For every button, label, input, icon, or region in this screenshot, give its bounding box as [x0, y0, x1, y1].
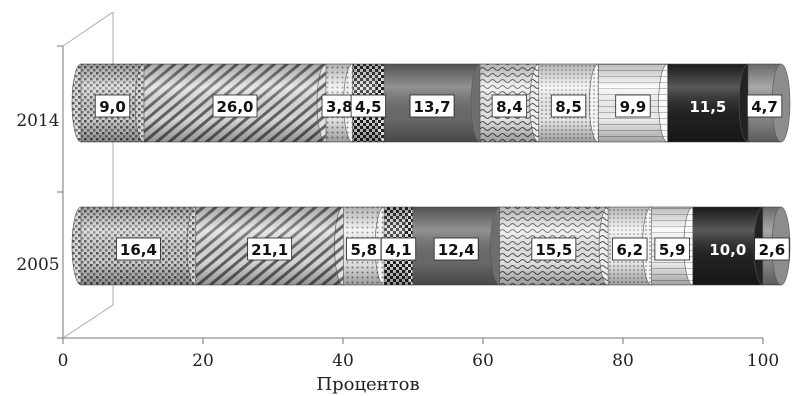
data-label: 8,4: [496, 98, 523, 116]
data-label-background: [754, 237, 790, 261]
data-label-background: [94, 94, 131, 118]
depth-top: [62, 11, 114, 47]
x-tick-label: 80: [612, 351, 634, 371]
data-label-background: [433, 237, 479, 261]
x-tick-label: 0: [58, 351, 69, 371]
bar-segment-shading: [692, 207, 763, 285]
data-label-background: [116, 237, 161, 261]
data-label: 16,4: [120, 241, 157, 259]
data-label-background: [612, 237, 648, 261]
category-label-2014: 2014: [16, 111, 59, 131]
data-label: 10,0: [709, 241, 746, 259]
data-label: 21,1: [251, 241, 288, 259]
depth-bottom: [62, 304, 114, 339]
data-label: 26,0: [216, 98, 253, 116]
data-label: 4,5: [355, 98, 382, 116]
data-label-background: [380, 237, 417, 261]
data-label-background: [531, 237, 577, 261]
data-label-background: [409, 94, 455, 118]
x-axis-title: Процентов: [316, 374, 419, 395]
bar-segment-shading: [667, 64, 749, 142]
data-label: 11,5: [689, 98, 726, 116]
x-tick-label: 40: [332, 351, 354, 371]
data-label: 4,7: [751, 98, 778, 116]
data-label-background: [212, 94, 258, 118]
data-label: 4,1: [385, 241, 412, 259]
data-labels-layer: 16,4 21,1 5,8 4,1 12,4 15,5 6,2 5,9 10,0 2,6 9,0 26…: [94, 94, 790, 261]
category-label-2005: 2005: [16, 255, 59, 275]
data-label-background: [615, 94, 651, 118]
data-label-background: [247, 237, 293, 261]
data-label: 5,9: [659, 241, 686, 259]
x-tick-label: 100: [747, 351, 779, 371]
data-label: 5,8: [351, 241, 378, 259]
data-label: 15,5: [535, 241, 572, 259]
data-label: 3,8: [326, 98, 353, 116]
data-label: 8,5: [555, 98, 582, 116]
x-axis-ticks: 0 20 40 60 80 100: [58, 338, 779, 371]
data-label: 2,6: [759, 241, 786, 259]
data-label: 6,2: [617, 241, 644, 259]
data-label-background: [654, 237, 690, 261]
data-label: 9,9: [620, 98, 647, 116]
data-label: 13,7: [414, 98, 451, 116]
x-tick-label: 60: [472, 351, 494, 371]
data-label-background: [550, 94, 587, 118]
axes-frame: [57, 11, 763, 339]
data-label-background: [491, 94, 528, 118]
data-label-background: [350, 94, 387, 118]
data-label: 9,0: [99, 98, 126, 116]
data-label-background: [746, 94, 783, 118]
data-label: 12,4: [438, 241, 475, 259]
x-tick-label: 20: [192, 351, 214, 371]
